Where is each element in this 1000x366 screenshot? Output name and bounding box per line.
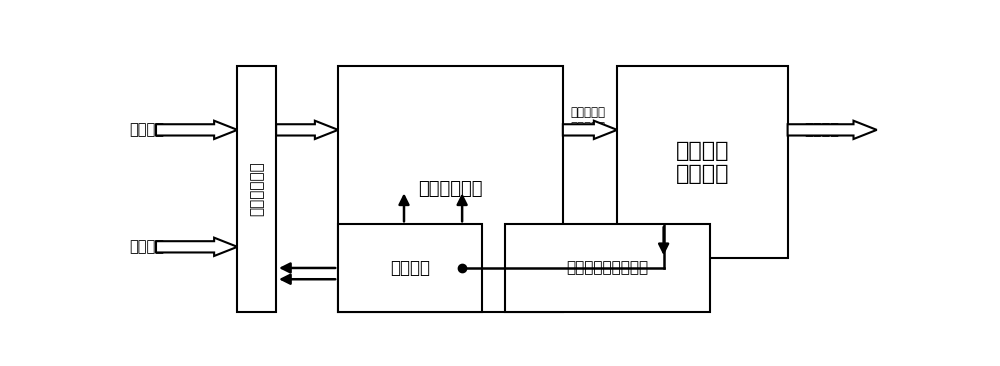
FancyArrow shape [788, 121, 877, 139]
Text: 电流信号: 电流信号 [129, 122, 164, 137]
Text: 基准模块: 基准模块 [390, 259, 430, 277]
Text: 电压信号: 电压信号 [129, 239, 164, 254]
Bar [338, 224, 482, 311]
FancyArrow shape [563, 121, 617, 139]
Text: 计量参数: 计量参数 [804, 122, 839, 137]
FancyArrow shape [156, 121, 237, 139]
FancyArrow shape [156, 238, 237, 256]
Text: 模数转换模块: 模数转换模块 [418, 180, 483, 198]
Text: 采样滤波电路: 采样滤波电路 [249, 162, 264, 216]
Bar [237, 67, 276, 311]
Bar [338, 67, 563, 311]
Text: 电流数字量
电压数字量: 电流数字量 电压数字量 [571, 106, 606, 134]
Bar [505, 224, 710, 311]
Text: 数字信号
处理模块: 数字信号 处理模块 [676, 141, 729, 184]
FancyArrow shape [276, 121, 338, 139]
Bar [617, 67, 788, 258]
Text: 时钟与频率转换模块: 时钟与频率转换模块 [566, 261, 648, 276]
